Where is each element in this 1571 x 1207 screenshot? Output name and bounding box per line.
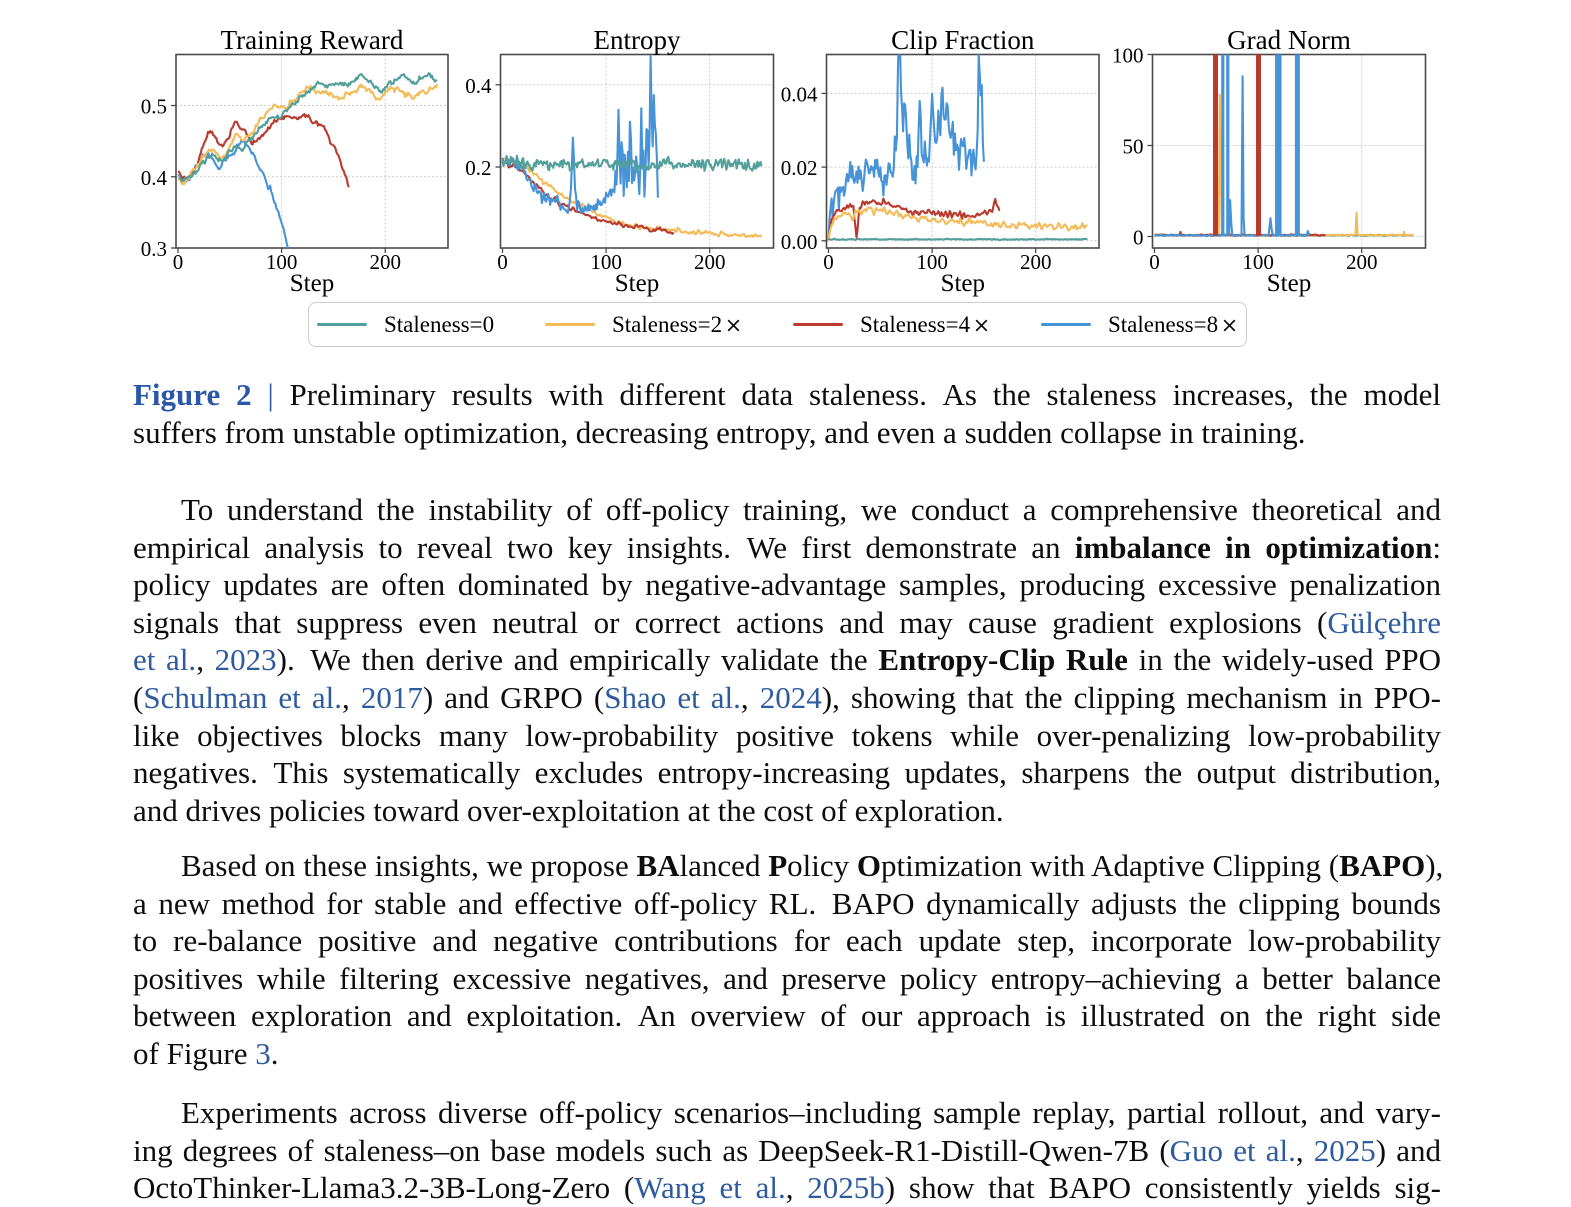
svg-text:100: 100 <box>916 250 948 274</box>
svg-text:200: 200 <box>1020 250 1052 274</box>
svg-text:0.3: 0.3 <box>141 237 167 261</box>
svg-text:Step: Step <box>615 270 659 297</box>
svg-text:0: 0 <box>497 250 508 274</box>
svg-text:0: 0 <box>1133 226 1144 250</box>
svg-text:0.2: 0.2 <box>465 156 491 180</box>
svg-text:200: 200 <box>694 250 726 274</box>
svg-text:0.4: 0.4 <box>141 166 168 190</box>
svg-text:100: 100 <box>266 250 298 274</box>
svg-text:Step: Step <box>290 270 334 297</box>
svg-text:Step: Step <box>1267 270 1311 297</box>
svg-text:Step: Step <box>941 270 985 297</box>
svg-text:Entropy: Entropy <box>594 25 681 55</box>
svg-text:50: 50 <box>1123 135 1144 159</box>
svg-text:200: 200 <box>1346 250 1378 274</box>
svg-text:Clip Fraction: Clip Fraction <box>891 25 1035 55</box>
svg-text:Grad Norm: Grad Norm <box>1227 25 1351 55</box>
svg-text:0.00: 0.00 <box>781 230 818 254</box>
svg-text:0: 0 <box>1149 250 1160 274</box>
svg-text:0.02: 0.02 <box>781 156 818 180</box>
svg-text:100: 100 <box>590 250 622 274</box>
svg-text:100: 100 <box>1112 44 1144 68</box>
svg-text:100: 100 <box>1242 250 1274 274</box>
svg-text:0: 0 <box>173 250 184 274</box>
svg-text:0.4: 0.4 <box>465 74 492 98</box>
svg-text:Training Reward: Training Reward <box>221 25 404 55</box>
svg-text:200: 200 <box>369 250 401 274</box>
svg-text:0.04: 0.04 <box>781 82 818 106</box>
svg-text:0.5: 0.5 <box>141 95 167 119</box>
svg-text:0: 0 <box>823 250 834 274</box>
